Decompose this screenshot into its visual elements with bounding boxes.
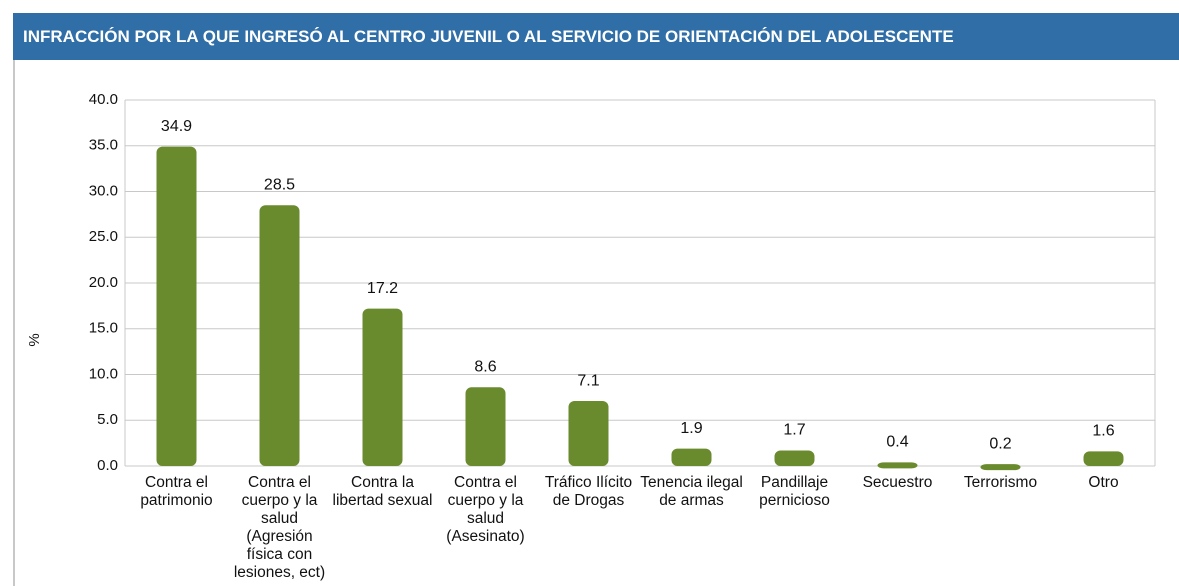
x-tick-label: Tráfico Ilícito de Drogas <box>544 474 633 509</box>
data-label: 0.2 <box>989 435 1011 452</box>
x-tick-label: Tenencia ilegal de armas <box>640 474 743 509</box>
y-tick-label: 30.0 <box>89 182 118 199</box>
bar <box>774 450 815 466</box>
data-label: 1.7 <box>783 422 805 439</box>
x-tick-label: Terrorismo <box>963 474 1038 491</box>
y-tick-label: 20.0 <box>89 274 118 291</box>
y-tick-label: 5.0 <box>97 411 118 428</box>
data-label: 7.1 <box>577 372 599 389</box>
y-tick-label: 25.0 <box>89 228 118 245</box>
x-tick-label: Contra el cuerpo y la salud (Agresión fí… <box>233 474 326 581</box>
y-tick-label: 15.0 <box>89 320 118 337</box>
bar <box>671 448 712 466</box>
data-label: 1.6 <box>1092 423 1114 440</box>
bar <box>259 205 300 466</box>
x-tick-label: Contra el patrimonio <box>140 474 213 509</box>
x-tick-label: Otro <box>1088 474 1119 491</box>
bar <box>465 387 506 466</box>
data-label: 34.9 <box>161 118 192 135</box>
y-tick-label: 0.0 <box>97 457 118 474</box>
x-tick-label: Secuestro <box>862 474 933 491</box>
chart-title: INFRACCIÓN POR LA QUE INGRESÓ AL CENTRO … <box>13 13 1179 60</box>
data-label: 17.2 <box>367 280 398 297</box>
y-tick-label: 40.0 <box>89 91 118 108</box>
bar <box>156 146 197 467</box>
data-label: 8.6 <box>474 359 496 376</box>
bar <box>568 401 609 466</box>
x-tick-label: Contra el cuerpo y la salud (Asesinato) <box>446 474 525 545</box>
x-tick-label: Pandillaje pernicioso <box>759 474 830 509</box>
data-label: 28.5 <box>264 176 295 193</box>
x-tick-label: Contra la libertad sexual <box>332 474 433 509</box>
y-tick-label: 35.0 <box>89 137 118 154</box>
bar <box>980 464 1021 471</box>
bar <box>1083 451 1124 466</box>
y-tick-label: 10.0 <box>89 365 118 382</box>
y-axis-label: % <box>26 333 43 346</box>
data-label: 1.9 <box>680 420 702 437</box>
bar <box>362 308 403 466</box>
bar <box>877 462 918 469</box>
data-label: 0.4 <box>886 434 908 451</box>
